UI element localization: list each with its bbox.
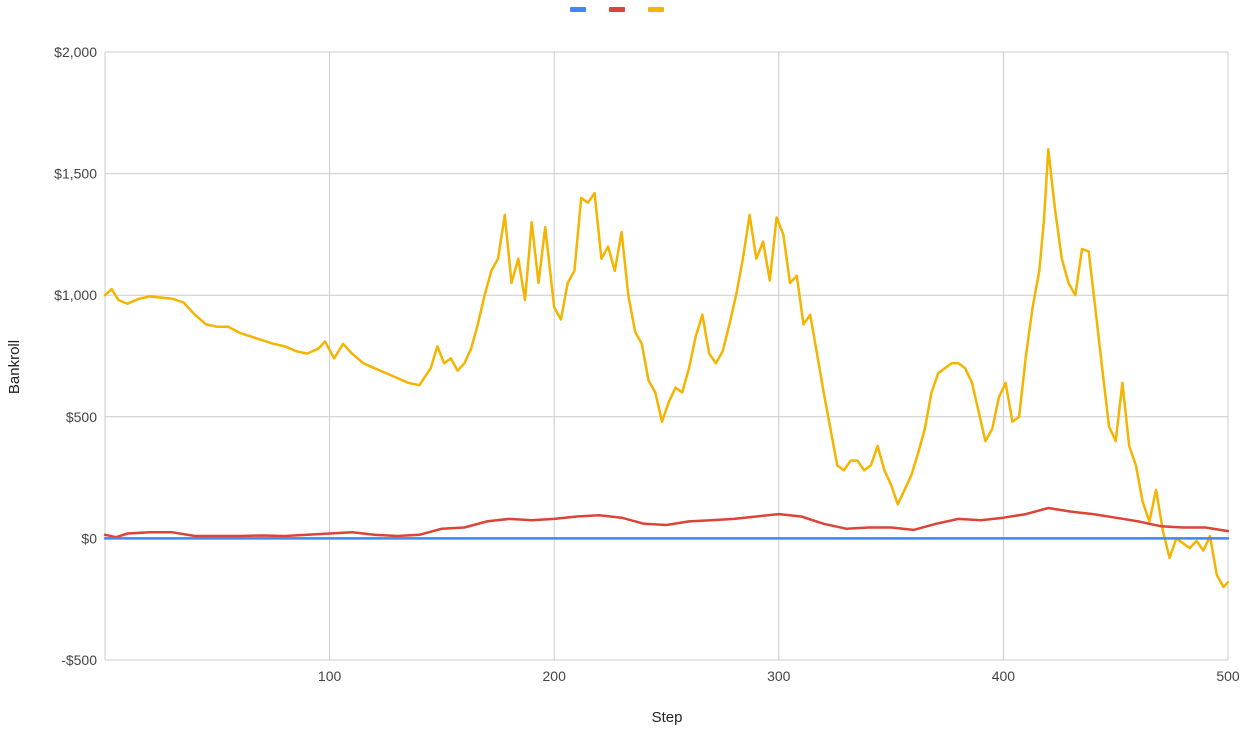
series-layer bbox=[103, 148, 1230, 589]
x-axis-title: Step bbox=[652, 709, 683, 726]
x-tick-label: 300 bbox=[767, 668, 791, 684]
y-tick-label: $0 bbox=[81, 530, 97, 546]
y-tick-label: $500 bbox=[66, 409, 97, 425]
x-axis-ticks: 100 200 300 400 500 bbox=[318, 668, 1240, 684]
x-tick-label: 500 bbox=[1216, 668, 1240, 684]
series-line-2 bbox=[103, 506, 1230, 539]
x-tick-label: 100 bbox=[318, 668, 342, 684]
legend-swatch-1[interactable] bbox=[570, 7, 586, 12]
y-tick-label: $2,000 bbox=[54, 44, 97, 60]
legend bbox=[570, 7, 664, 12]
y-axis-title: Bankroll bbox=[6, 340, 23, 394]
x-tick-label: 200 bbox=[543, 668, 567, 684]
y-tick-label: $1,000 bbox=[54, 287, 97, 303]
y-tick-label: $1,500 bbox=[54, 166, 97, 182]
y-axis-ticks: -$500 $0 $500 $1,000 $1,500 $2,000 bbox=[54, 44, 97, 668]
x-tick-label: 400 bbox=[992, 668, 1016, 684]
legend-swatch-3[interactable] bbox=[648, 7, 664, 12]
y-tick-label: -$500 bbox=[61, 652, 97, 668]
series-line-3 bbox=[103, 148, 1230, 589]
legend-swatch-2[interactable] bbox=[609, 7, 625, 12]
